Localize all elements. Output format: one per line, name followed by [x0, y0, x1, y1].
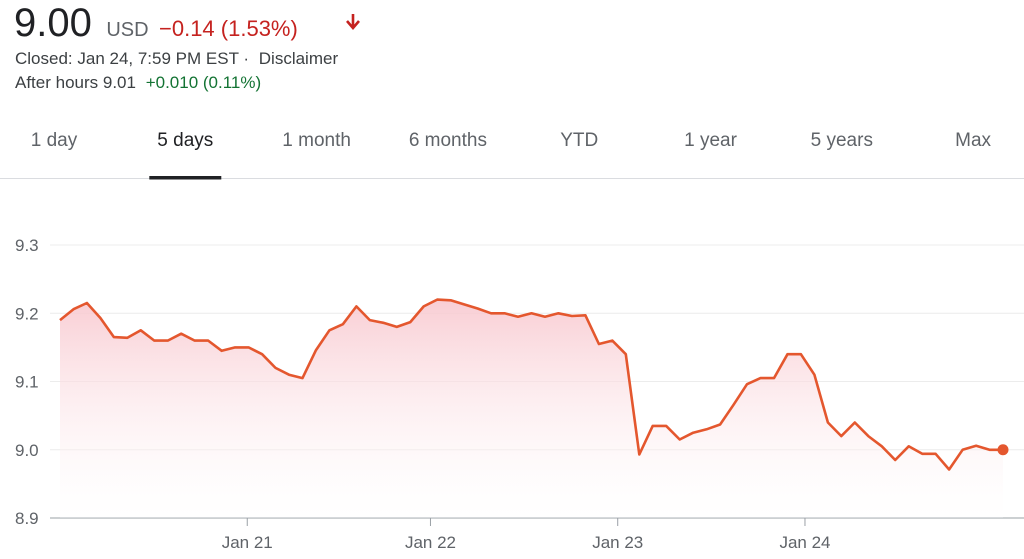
y-tick-label: 8.9	[15, 509, 39, 528]
price-line	[59, 298, 1003, 471]
closed-line: Closed: Jan 24, 7:59 PM EST · Disclaimer	[15, 49, 338, 68]
tabs: 1 day 5 days 1 month 6 months YTD 1 year 5 yea…	[31, 130, 992, 180]
last-price-dot	[997, 444, 1009, 456]
x-tick-label: Jan 21	[222, 533, 273, 552]
tab[interactable]: YTD	[560, 130, 598, 151]
x-tick-label: Jan 23	[592, 533, 643, 552]
x-tick-label: Jan 22	[405, 533, 456, 552]
y-tick-label: 9.2	[15, 304, 39, 323]
plot: 8.9 9.0 9.1 9.2 9.3 Jan 21 Jan 22 Jan 23 Jan 24	[15, 236, 1024, 552]
price: 9.00	[14, 1, 92, 45]
disclaimer-link[interactable]: Disclaimer	[259, 49, 339, 68]
x-tick-label: Jan 24	[779, 533, 830, 552]
tab[interactable]: 1 year	[684, 130, 737, 151]
tab[interactable]: 5 years	[811, 130, 873, 151]
currency: USD	[106, 19, 148, 41]
after-hours-line: After hours 9.01 +0.010 (0.11%)	[15, 73, 261, 92]
after-hours: After hours 9.01	[15, 73, 136, 92]
tab[interactable]: Max	[955, 130, 991, 151]
tab[interactable]: 1 day	[31, 130, 78, 151]
tab[interactable]: 1 month	[282, 130, 351, 151]
price-change: −0.14 (1.53%)	[159, 16, 298, 41]
price-line: 9.00 USD −0.14 (1.53%)	[14, 1, 298, 45]
y-tick-label: 9.1	[15, 373, 39, 392]
y-tick-label: 9.3	[15, 236, 39, 255]
tab[interactable]: 6 months	[409, 130, 487, 151]
price-area	[60, 299, 1003, 518]
active-tab-indicator	[149, 176, 222, 180]
down-arrow	[346, 14, 360, 30]
y-tick-label: 9.0	[15, 441, 39, 460]
after-hours-change: +0.010 (0.11%)	[146, 73, 261, 92]
tab[interactable]: 5 days	[157, 130, 213, 151]
closed-time: Closed: Jan 24, 7:59 PM EST ·	[15, 49, 249, 68]
